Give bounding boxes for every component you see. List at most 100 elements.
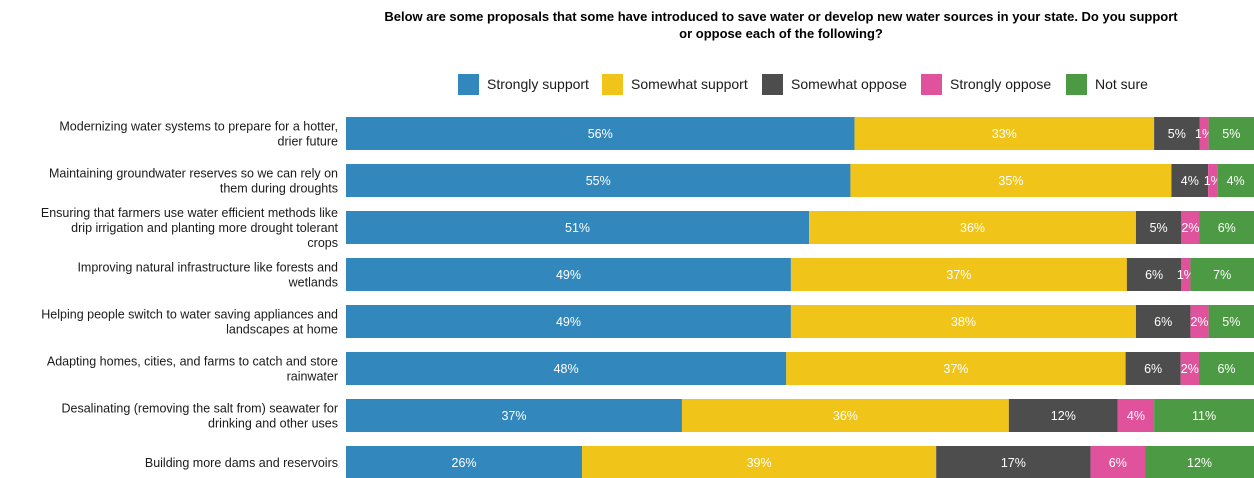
bar-segment bbox=[1154, 117, 1200, 150]
data-label: 5% bbox=[1222, 127, 1240, 141]
bar-segment bbox=[346, 164, 851, 197]
data-label: 2% bbox=[1181, 362, 1199, 376]
data-label: 7% bbox=[1213, 268, 1231, 282]
data-label: 49% bbox=[556, 315, 581, 329]
data-label: 49% bbox=[556, 268, 581, 282]
bar-segment bbox=[790, 305, 1136, 338]
legend-swatch bbox=[602, 74, 623, 95]
category-label: Adapting homes, cities, and farms to cat… bbox=[47, 355, 338, 384]
bar-segment bbox=[854, 117, 1155, 150]
data-label: 6% bbox=[1144, 362, 1162, 376]
bar-segment bbox=[346, 446, 583, 478]
data-label: 33% bbox=[992, 127, 1017, 141]
legend-label: Somewhat support bbox=[631, 76, 748, 92]
data-label: 6% bbox=[1109, 456, 1127, 470]
bar-segment bbox=[1180, 352, 1199, 385]
data-label: 5% bbox=[1168, 127, 1186, 141]
data-label: 36% bbox=[833, 409, 858, 423]
bar-segment bbox=[346, 258, 791, 291]
bar-segment bbox=[1008, 399, 1118, 432]
bar-segment bbox=[346, 117, 855, 150]
category-label: Maintaining groundwater reserves so we c… bbox=[49, 167, 338, 196]
data-label: 12% bbox=[1051, 409, 1076, 423]
data-label: 35% bbox=[998, 174, 1023, 188]
data-label: 6% bbox=[1154, 315, 1172, 329]
bar-segment bbox=[346, 305, 791, 338]
bar-segment bbox=[1154, 399, 1254, 432]
bar-segment bbox=[1199, 211, 1254, 244]
data-label: 11% bbox=[1192, 409, 1216, 423]
bar-segment bbox=[1135, 305, 1191, 338]
category-labels: Modernizing water systems to prepare for… bbox=[41, 120, 339, 471]
bar-segment bbox=[1199, 117, 1209, 150]
category-label: Ensuring that farmers use water efficien… bbox=[41, 206, 339, 250]
bar-segment bbox=[790, 258, 1127, 291]
data-label: 12% bbox=[1187, 456, 1212, 470]
data-label: 4% bbox=[1127, 409, 1145, 423]
chart-title-line: Below are some proposals that some have … bbox=[384, 9, 1178, 24]
bar-segment bbox=[1145, 446, 1254, 478]
bar-segment bbox=[1190, 305, 1209, 338]
legend-label: Strongly oppose bbox=[950, 76, 1051, 92]
data-label: 5% bbox=[1150, 221, 1168, 235]
category-label: Helping people switch to water saving ap… bbox=[41, 308, 338, 337]
bar-segment bbox=[346, 352, 787, 385]
data-label: 6% bbox=[1217, 362, 1235, 376]
bar-segment bbox=[1117, 399, 1155, 432]
bar-segment bbox=[1208, 164, 1218, 197]
data-label: 1% bbox=[1195, 127, 1213, 141]
bar-segment bbox=[850, 164, 1172, 197]
data-label: 17% bbox=[1001, 456, 1026, 470]
category-label: Modernizing water systems to prepare for… bbox=[59, 120, 338, 149]
data-label: 4% bbox=[1227, 174, 1245, 188]
bar-segment bbox=[1217, 164, 1254, 197]
legend-swatch bbox=[762, 74, 783, 95]
bar-segment bbox=[1135, 211, 1182, 244]
data-label: 5% bbox=[1222, 315, 1240, 329]
bar-segment bbox=[1208, 117, 1254, 150]
category-label: Building more dams and reservoirs bbox=[145, 456, 338, 470]
data-label: 37% bbox=[501, 409, 526, 423]
legend-label: Strongly support bbox=[487, 76, 589, 92]
data-label: 55% bbox=[586, 174, 611, 188]
data-label: 2% bbox=[1181, 221, 1199, 235]
data-label: 1% bbox=[1177, 268, 1195, 282]
bar-segment bbox=[1125, 352, 1181, 385]
data-label: 4% bbox=[1181, 174, 1199, 188]
data-label: 36% bbox=[960, 221, 985, 235]
data-label: 6% bbox=[1145, 268, 1163, 282]
data-label: 37% bbox=[943, 362, 968, 376]
category-label: Improving natural infrastructure like fo… bbox=[77, 261, 338, 290]
legend-swatch bbox=[458, 74, 479, 95]
data-label: 38% bbox=[951, 315, 976, 329]
legend-label: Somewhat oppose bbox=[791, 76, 907, 92]
category-label: Desalinating (removing the salt from) se… bbox=[61, 402, 338, 431]
bar-segment bbox=[1198, 352, 1254, 385]
legend-label: Not sure bbox=[1095, 76, 1148, 92]
data-label: 39% bbox=[747, 456, 772, 470]
bar-segment bbox=[1126, 258, 1182, 291]
data-label: 2% bbox=[1190, 315, 1208, 329]
bar-segment bbox=[1208, 305, 1254, 338]
bar-segment bbox=[582, 446, 937, 478]
bar-segment bbox=[809, 211, 1136, 244]
bar-segment bbox=[1171, 164, 1209, 197]
bar-segment bbox=[681, 399, 1009, 432]
bars: 56% 33% 5% 1% 5% 55% 35% 4% 1% 4% 51% 36% 5% 2% 6% 49% 3… bbox=[346, 117, 1254, 478]
bar-segment bbox=[786, 352, 1126, 385]
bar-segment bbox=[346, 211, 810, 244]
data-label: 1% bbox=[1204, 174, 1222, 188]
bar-segment bbox=[1090, 446, 1146, 478]
bar-segment bbox=[1190, 258, 1254, 291]
bar-segment bbox=[1181, 211, 1200, 244]
legend: Strongly support Somewhat support Somewhat… bbox=[458, 74, 1148, 95]
data-label: 51% bbox=[565, 221, 590, 235]
legend-swatch bbox=[1066, 74, 1087, 95]
chart-title-line: or oppose each of the following? bbox=[679, 26, 883, 41]
data-label: 6% bbox=[1218, 221, 1236, 235]
legend-swatch bbox=[921, 74, 942, 95]
bar-segment bbox=[1181, 258, 1191, 291]
bar-segment bbox=[936, 446, 1091, 478]
data-label: 26% bbox=[452, 456, 477, 470]
